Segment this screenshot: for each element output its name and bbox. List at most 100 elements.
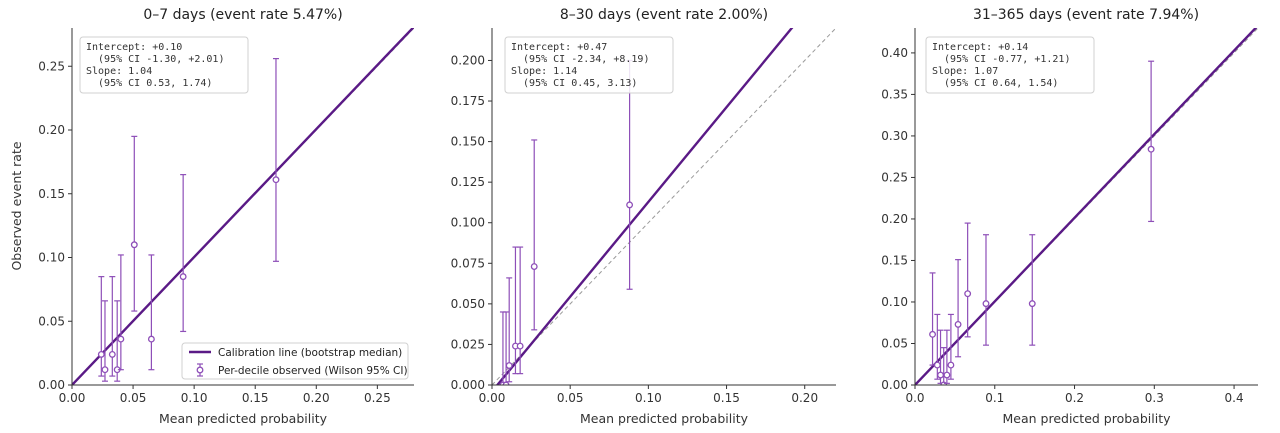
- panel-title: 0–7 days (event rate 5.47%): [143, 7, 342, 23]
- observed-marker: [97, 350, 105, 358]
- x-tick-label: 0.20: [791, 391, 818, 405]
- decile-point: [179, 174, 187, 333]
- x-tick-label: 0.4: [1225, 391, 1244, 405]
- decile-point: [147, 254, 155, 371]
- stats-box: Intercept: +0.10 (95% CI -1.30, +2.01) S…: [79, 36, 249, 94]
- plot-area: [492, 28, 836, 385]
- decile-point: [272, 57, 280, 262]
- stat-intercept-ci: (95% CI -0.77, +1.21): [932, 54, 1070, 65]
- decile-point: [505, 277, 513, 383]
- x-axis-label: Mean predicted probability: [159, 411, 328, 426]
- y-tick-label: 0.05: [881, 336, 908, 350]
- y-tick-label: 0.15: [881, 253, 908, 267]
- y-tick-label: 0.000: [451, 378, 485, 392]
- decile-point: [982, 234, 990, 346]
- y-tick-label: 0.175: [451, 94, 485, 108]
- observed-marker: [147, 335, 155, 343]
- y-tick-label: 0.125: [451, 175, 485, 189]
- x-axis-label: Mean predicted probability: [580, 411, 749, 426]
- panel-title: 31–365 days (event rate 7.94%): [973, 7, 1199, 23]
- decile-point: [130, 135, 138, 312]
- decile-point: [954, 259, 962, 358]
- decile-point: [101, 300, 109, 382]
- calibration-line: [72, 28, 414, 385]
- observed-marker: [933, 361, 941, 369]
- y-tick-label: 0.35: [881, 87, 908, 101]
- observed-marker: [179, 273, 187, 281]
- decile-point: [933, 313, 941, 380]
- plot-area: [915, 28, 1258, 385]
- stat-intercept: Intercept: +0.14: [932, 42, 1028, 53]
- decile-point: [1028, 234, 1036, 346]
- stats-box-frame: [925, 36, 1095, 94]
- panel-0-7-days: 0–7 days (event rate 5.47%) 0.00 0.05 0.10…: [38, 7, 414, 426]
- y-tick-label: 0.40: [881, 46, 908, 60]
- observed-marker: [947, 361, 955, 369]
- y-tick-label: 0.200: [451, 53, 485, 67]
- observed-marker: [272, 176, 280, 184]
- decile-point: [937, 329, 944, 384]
- y-tick-label: 0.30: [881, 129, 908, 143]
- stat-slope-ci: (95% CI 0.45, 3.13): [511, 78, 637, 89]
- stat-slope-ci: (95% CI 0.64, 1.54): [932, 78, 1058, 89]
- observed-marker: [516, 342, 524, 350]
- observed-marker: [937, 371, 944, 379]
- legend-calibration-label: Calibration line (bootstrap median): [218, 347, 402, 359]
- x-tick-label: 0.10: [181, 391, 208, 405]
- panel-8-30-days: 8–30 days (event rate 2.00%) 0.00 0.05 0.1…: [451, 7, 836, 426]
- axes: 0.00 0.05 0.10 0.15 0.20 0.000 0.025 0.050 0.075…: [451, 28, 836, 426]
- x-tick-label: 0.15: [242, 391, 269, 405]
- legend: Calibration line (bootstrap median) Per-…: [181, 342, 409, 380]
- observed-marker: [117, 335, 125, 343]
- decile-point: [943, 329, 951, 384]
- stat-intercept-ci: (95% CI -1.30, +2.01): [86, 54, 224, 65]
- calibration-line: [915, 28, 1258, 385]
- legend-observed-label: Per-decile observed (Wilson 95% CI): [218, 365, 408, 377]
- decile-point: [530, 139, 538, 331]
- x-tick-label: 0.15: [713, 391, 740, 405]
- y-tick-label: 0.025: [451, 337, 485, 351]
- y-tick-label: 0.100: [451, 216, 485, 230]
- x-tick-label: 0.0: [905, 391, 924, 405]
- decile-point: [1147, 60, 1155, 223]
- x-tick-label: 0.05: [120, 391, 147, 405]
- y-tick-label: 0.00: [38, 378, 65, 392]
- observed-marker: [505, 362, 513, 369]
- y-tick-label: 0.075: [451, 256, 485, 270]
- decile-point: [516, 246, 524, 375]
- decile-point: [108, 276, 116, 377]
- plot-area: [72, 28, 414, 385]
- decile-point: [117, 254, 125, 371]
- stat-slope: Slope: 1.07: [932, 66, 998, 77]
- x-tick-label: 0.2: [1065, 391, 1084, 405]
- panel-31-365-days: 31–365 days (event rate 7.94%) 0.0 0.1 0.2…: [881, 7, 1258, 426]
- observed-marker: [108, 350, 116, 358]
- observed-marker: [530, 263, 538, 270]
- calibration-line: [495, 28, 794, 385]
- legend-frame: [181, 342, 409, 380]
- stat-slope-ci: (95% CI 0.53, 1.74): [86, 78, 212, 89]
- observed-marker: [1147, 145, 1155, 153]
- stats-box-frame: [79, 36, 249, 94]
- observed-marker: [130, 241, 138, 249]
- observed-marker: [101, 366, 109, 374]
- y-tick-label: 0.05: [38, 314, 65, 328]
- stat-slope: Slope: 1.04: [86, 66, 152, 77]
- stat-intercept: Intercept: +0.10: [86, 42, 182, 53]
- x-tick-label: 0.05: [557, 391, 584, 405]
- stat-intercept: Intercept: +0.47: [511, 42, 607, 53]
- panel-title: 8–30 days (event rate 2.00%): [560, 7, 768, 23]
- x-tick-label: 0.00: [59, 391, 86, 405]
- y-axis-label: Observed event rate: [9, 141, 24, 270]
- y-tick-label: 0.150: [451, 135, 485, 149]
- axes: 0.00 0.05 0.10 0.15 0.20 0.25 0.00 0.05 0.10 0.15…: [38, 28, 414, 426]
- x-tick-label: 0.00: [479, 391, 506, 405]
- x-tick-label: 0.20: [303, 391, 330, 405]
- x-tick-label: 0.25: [364, 391, 391, 405]
- decile-point: [929, 272, 936, 366]
- legend-errorbar-swatch: [196, 363, 204, 377]
- decile-point: [512, 246, 519, 375]
- y-tick-label: 0.10: [38, 251, 65, 265]
- x-tick-label: 0.3: [1145, 391, 1164, 405]
